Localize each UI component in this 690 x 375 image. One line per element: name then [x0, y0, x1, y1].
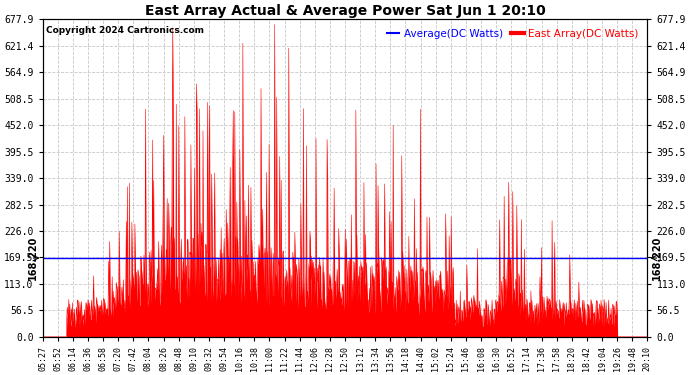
Legend: Average(DC Watts), East Array(DC Watts): Average(DC Watts), East Array(DC Watts): [383, 24, 642, 43]
Text: 168.220: 168.220: [28, 236, 39, 280]
Title: East Array Actual & Average Power Sat Jun 1 20:10: East Array Actual & Average Power Sat Ju…: [145, 4, 545, 18]
Text: Copyright 2024 Cartronics.com: Copyright 2024 Cartronics.com: [46, 26, 204, 34]
Text: 168.220: 168.220: [651, 236, 662, 280]
